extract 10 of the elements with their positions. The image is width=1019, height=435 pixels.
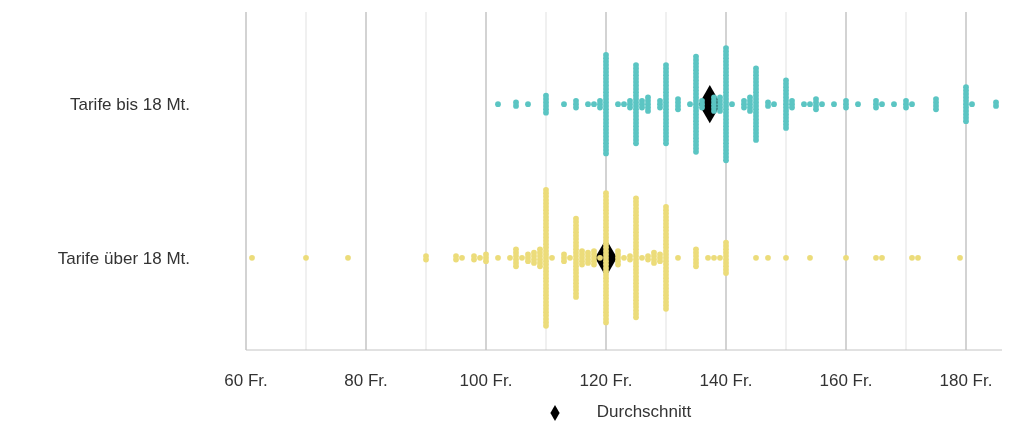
x-tick-label: 160 Fr. (819, 371, 873, 391)
y-tick-label: Tarife über 18 Mt. (57, 248, 190, 268)
x-tick-label: 80 Fr. (344, 371, 388, 391)
x-tick-label: 120 Fr. (579, 371, 633, 391)
x-tick-label: 60 Fr. (224, 371, 268, 391)
legend-label: Durchschnitt (596, 402, 692, 421)
x-tick-label: 140 Fr. (699, 371, 753, 391)
x-tick-label: 180 Fr. (939, 371, 993, 391)
x-tick-label: 100 Fr. (459, 371, 513, 391)
y-tick-label: Tarife bis 18 Mt. (70, 95, 190, 115)
